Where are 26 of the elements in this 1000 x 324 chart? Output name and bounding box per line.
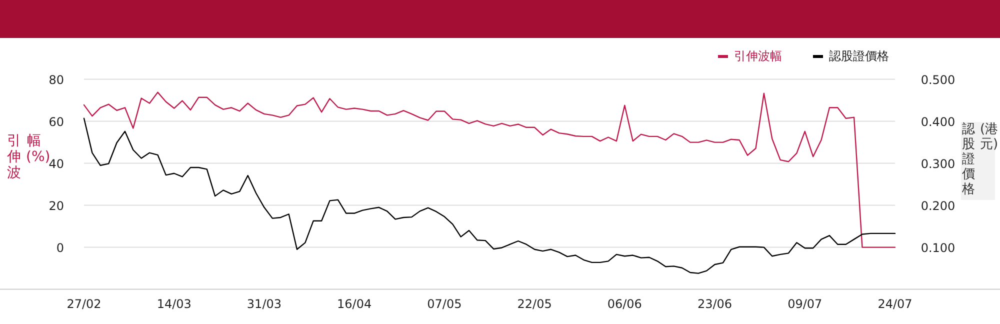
line-series <box>83 118 896 274</box>
x-tick-label: 23/06 <box>697 297 732 311</box>
y2-tick-label: 0.300 <box>920 156 956 171</box>
x-tick-label: 14/03 <box>156 297 192 311</box>
y-tick-label: 0 <box>56 240 64 255</box>
y2-tick-label: 0.200 <box>920 198 956 213</box>
x-tick-label: 16/04 <box>337 297 372 311</box>
y2-tick-label: 0.400 <box>920 114 956 129</box>
y-tick-label: 80 <box>48 72 64 87</box>
text: 引伸波幅(%) <box>7 133 50 181</box>
x-tick-label: 24/07 <box>878 297 912 311</box>
x-tick-label: 07/05 <box>427 297 462 311</box>
legend-label: 認股證價格 <box>829 49 889 63</box>
y2-tick-label: 0.100 <box>920 240 956 255</box>
x-tick-label: 09/07 <box>788 297 822 311</box>
legend-label: 引伸波幅 <box>734 49 782 63</box>
x-tick-label: 31/03 <box>246 297 282 311</box>
x-tick-label: 27/02 <box>66 297 102 311</box>
y-tick-label: 60 <box>48 114 64 129</box>
y2-tick-label: 0.500 <box>920 72 956 87</box>
line-series <box>83 92 896 248</box>
x-tick-label: 06/06 <box>607 297 642 311</box>
text: 認股證價格(港元) <box>962 122 998 197</box>
x-tick-label: 22/05 <box>517 297 552 311</box>
y-tick-label: 20 <box>48 198 64 213</box>
y-tick-label: 40 <box>48 156 64 171</box>
